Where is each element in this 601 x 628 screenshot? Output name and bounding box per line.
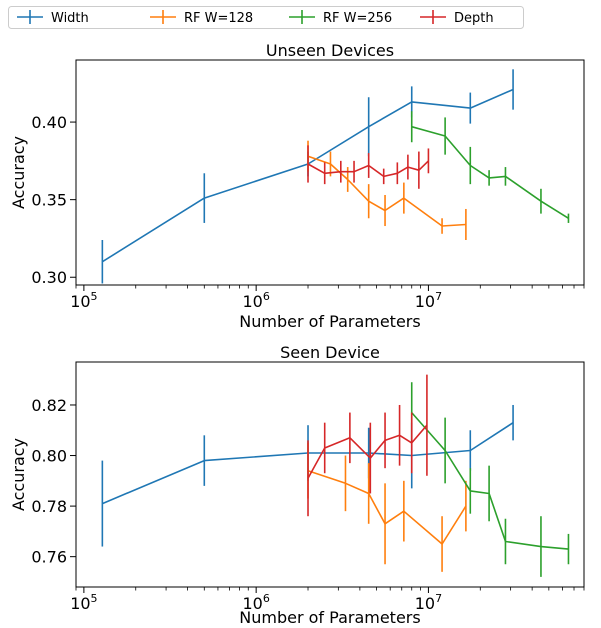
- y-tick-label: 0.80: [31, 447, 67, 466]
- legend-label-width: Width: [51, 11, 89, 26]
- series-width: [101, 69, 514, 284]
- y-axis-label: Accuracy: [9, 136, 28, 209]
- legend-frame: [8, 6, 524, 29]
- legend-label-rf-w-128: RF W=128: [184, 11, 253, 26]
- series-rf-w-256: [410, 382, 570, 577]
- series-rf-w-128: [307, 140, 467, 240]
- series-rf-w-256: [410, 111, 570, 223]
- x-axis-label: Number of Parameters: [239, 312, 420, 331]
- y-tick-label: 0.35: [31, 191, 67, 210]
- y-tick-label: 0.82: [31, 396, 67, 415]
- y-tick-label: 0.76: [31, 548, 67, 567]
- plot-frame: [75, 361, 585, 588]
- y-tick-label: 0.30: [31, 268, 67, 287]
- series-rf-w-128: [307, 442, 467, 572]
- legend: Width RF W=128 RF W=256 Depth: [8, 6, 524, 29]
- y-tick-label: 0.78: [31, 497, 67, 516]
- x-axis-label: Number of Parameters: [239, 608, 420, 627]
- x-tick-label: 106: [242, 290, 269, 311]
- x-tick-label: 105: [70, 290, 97, 311]
- series-line-rf-w-128: [307, 155, 466, 227]
- series-line-depth: [307, 160, 429, 178]
- legend-entry-rf-w-256: RF W=256: [289, 10, 392, 26]
- legend-entry-rf-w-128: RF W=128: [150, 10, 253, 26]
- x-tick-label: 105: [70, 592, 97, 613]
- panel-title: Unseen Devices: [266, 41, 394, 60]
- legend-label-rf-w-256: RF W=256: [323, 11, 392, 26]
- series-depth: [307, 145, 430, 189]
- series-line-rf-w-256: [411, 412, 569, 550]
- legend-label-depth: Depth: [454, 11, 494, 26]
- legend-entry-depth: Depth: [420, 10, 494, 26]
- series-depth: [307, 374, 428, 517]
- y-tick-label: 0.40: [31, 113, 67, 132]
- series-line-depth: [307, 424, 428, 479]
- plot-frame: [75, 59, 585, 286]
- panel-title: Seen Device: [280, 343, 380, 362]
- legend-entry-width: Width: [17, 10, 89, 26]
- x-tick-label: 107: [415, 290, 442, 311]
- series-line-rf-w-256: [411, 125, 569, 219]
- y-axis-label: Accuracy: [9, 438, 28, 511]
- unseen-devices-panel: Unseen Devices 0.30 0.35 0.40 105 106 107Numbe…: [9, 41, 585, 331]
